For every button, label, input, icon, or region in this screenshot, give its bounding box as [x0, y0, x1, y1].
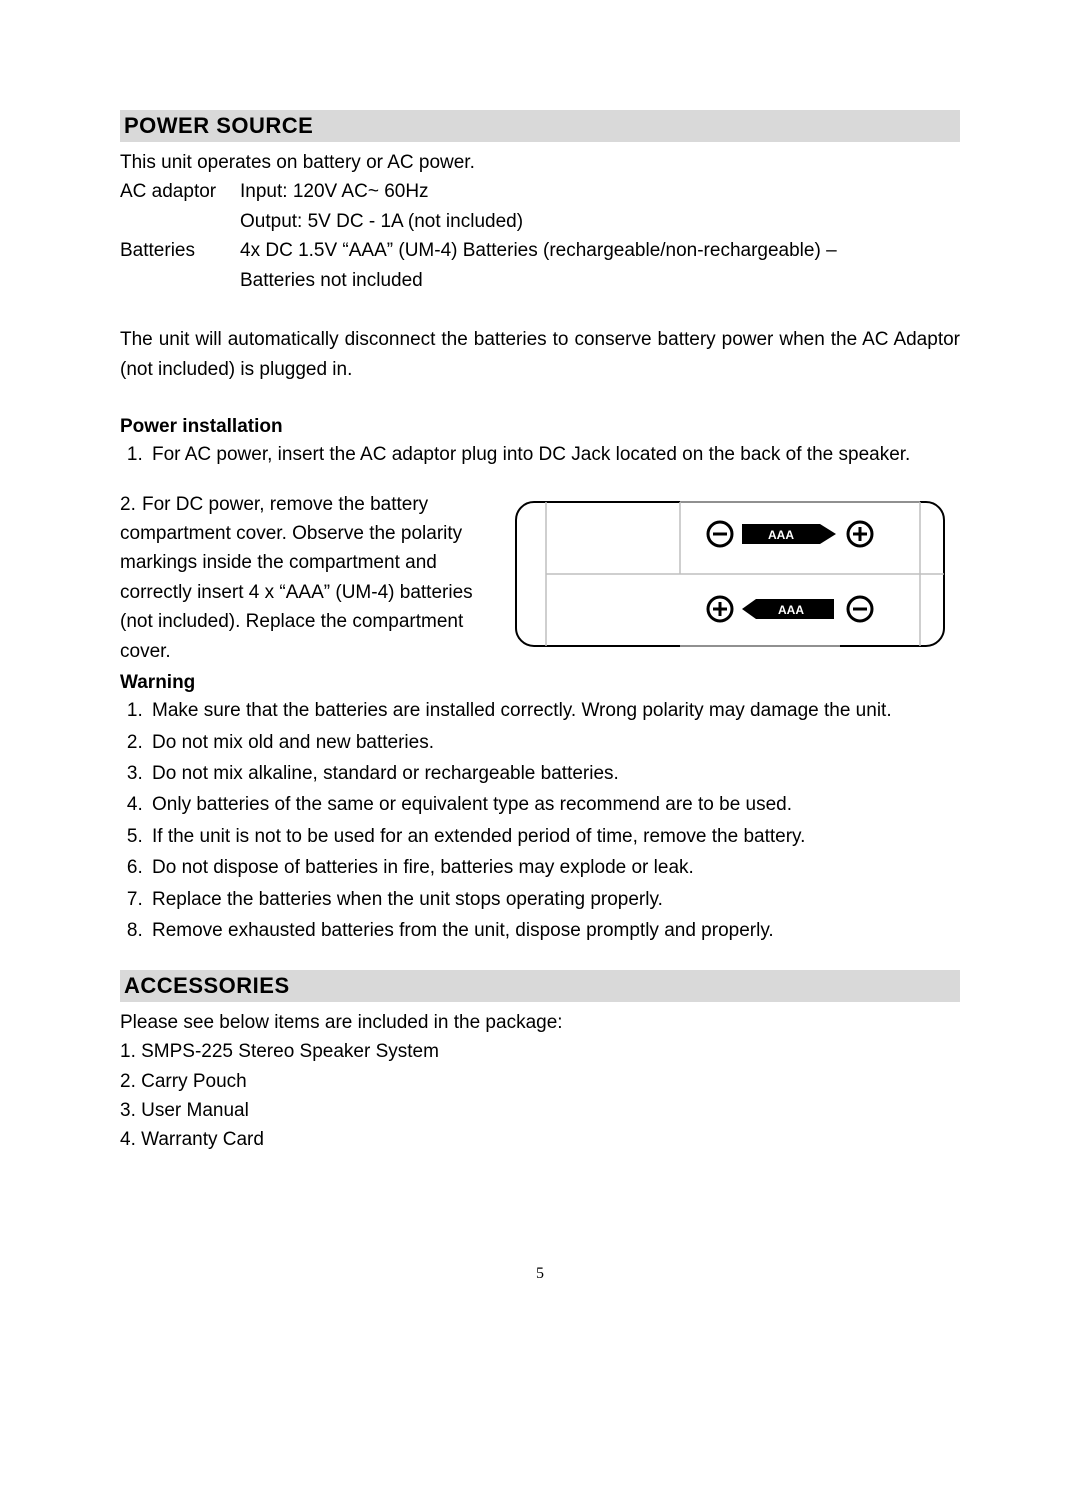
auto-disconnect-note: The unit will automatically disconnect t…: [120, 325, 960, 384]
section-heading-power-source: POWER SOURCE: [120, 110, 960, 142]
spec-value-batteries-2: Batteries not included: [240, 266, 960, 295]
accessories-intro: Please see below items are included in t…: [120, 1008, 960, 1037]
battery-label-aaa-1: AAA: [768, 528, 794, 542]
section-heading-accessories: ACCESSORIES: [120, 970, 960, 1002]
warning-item-2: Do not mix old and new batteries.: [148, 728, 960, 757]
subheading-warning: Warning: [120, 672, 960, 694]
warning-item-6: Do not dispose of batteries in fire, bat…: [148, 853, 960, 882]
warning-item-7: Replace the batteries when the unit stop…: [148, 885, 960, 914]
accessories-list: SMPS-225 Stereo Speaker System Carry Pou…: [120, 1037, 960, 1155]
accessory-item-3: User Manual: [120, 1096, 960, 1125]
warning-list: Make sure that the batteries are install…: [120, 696, 960, 946]
spec-label-batteries: Batteries: [120, 236, 240, 265]
install-item-2-wrapper: 2.For DC power, remove the battery compa…: [120, 490, 480, 667]
warning-item-5: If the unit is not to be used for an ext…: [148, 822, 960, 851]
battery-label-aaa-2: AAA: [778, 603, 804, 617]
warning-item-4: Only batteries of the same or equivalent…: [148, 790, 960, 819]
spec-value-batteries-1: 4x DC 1.5V “AAA” (UM-4) Batteries (recha…: [240, 236, 960, 265]
battery-compartment-figure: AAA AAA: [510, 494, 960, 667]
warning-item-3: Do not mix alkaline, standard or recharg…: [148, 759, 960, 788]
subheading-power-installation: Power installation: [120, 416, 960, 438]
spec-value-ac-input: Input: 120V AC~ 60Hz: [240, 177, 960, 206]
spec-row-batteries-2: Batteries not included: [120, 266, 960, 295]
page-number: 5: [120, 1265, 960, 1283]
spec-row-batteries: Batteries 4x DC 1.5V “AAA” (UM-4) Batter…: [120, 236, 960, 265]
install-list: For AC power, insert the AC adaptor plug…: [120, 440, 960, 469]
spec-row-ac: AC adaptor Input: 120V AC~ 60Hz: [120, 177, 960, 206]
install-item-1: For AC power, insert the AC adaptor plug…: [148, 440, 960, 469]
accessory-item-4: Warranty Card: [120, 1125, 960, 1154]
spec-label-ac: AC adaptor: [120, 177, 240, 206]
warning-item-8: Remove exhausted batteries from the unit…: [148, 916, 960, 945]
warning-item-1: Make sure that the batteries are install…: [148, 696, 960, 725]
power-source-intro: This unit operates on battery or AC powe…: [120, 148, 960, 177]
accessory-item-2: Carry Pouch: [120, 1067, 960, 1096]
accessory-item-1: SMPS-225 Stereo Speaker System: [120, 1037, 960, 1066]
spec-value-ac-output: Output: 5V DC - 1A (not included): [240, 207, 960, 236]
spec-row-ac-output: Output: 5V DC - 1A (not included): [120, 207, 960, 236]
install-item-2: For DC power, remove the battery compart…: [120, 494, 473, 662]
